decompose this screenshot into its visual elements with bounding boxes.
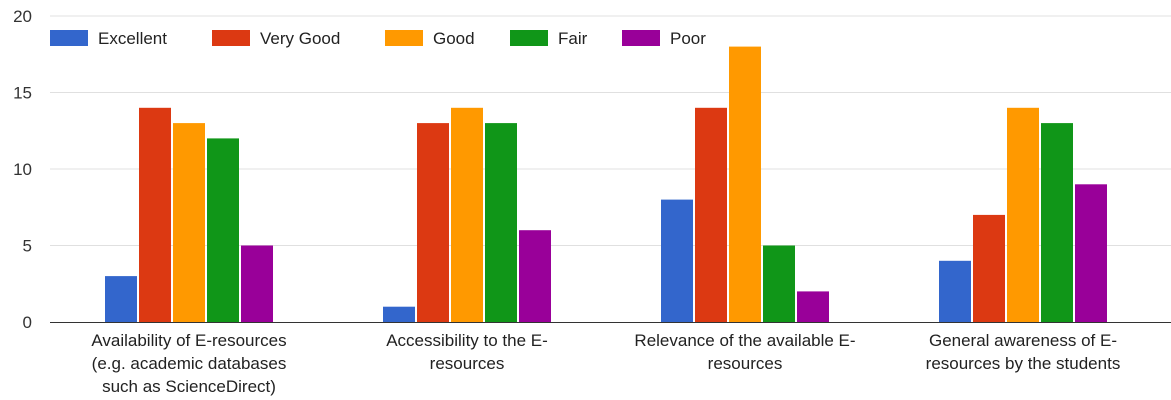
x-category-label: Relevance of the available E-resources xyxy=(634,331,855,373)
x-category-label-line: resources xyxy=(430,354,505,373)
x-category-label: General awareness of E-resources by the … xyxy=(926,331,1121,373)
y-axis-ticks: 0 5 10 15 20 xyxy=(13,7,32,332)
bar-good xyxy=(451,107,483,322)
bar-fair xyxy=(207,138,239,322)
legend-swatch xyxy=(212,30,250,46)
x-category-label-line: resources by the students xyxy=(926,354,1121,373)
x-category-label-line: resources xyxy=(708,354,783,373)
x-category-label: Availability of E-resources (e.g. academi… xyxy=(91,331,286,396)
bar-poor xyxy=(519,230,551,322)
bar-good xyxy=(729,46,761,322)
x-category-label-line: General awareness of E- xyxy=(929,331,1117,350)
legend-label: Fair xyxy=(558,29,588,48)
x-axis-categories: Availability of E-resources (e.g. academi… xyxy=(91,331,1120,396)
x-category-label-line: Availability of E-resources xyxy=(91,331,286,350)
bar-fair xyxy=(485,123,517,322)
legend-swatch xyxy=(622,30,660,46)
bar-poor xyxy=(241,245,273,322)
x-category-label-line: such as ScienceDirect) xyxy=(102,377,276,396)
bar-very-good xyxy=(695,107,727,322)
bar-poor xyxy=(1075,184,1107,322)
legend-label: Excellent xyxy=(98,29,167,48)
legend-swatch xyxy=(385,30,423,46)
x-category-label-line: (e.g. academic databases xyxy=(92,354,287,373)
bar-very-good xyxy=(139,107,171,322)
bar-excellent xyxy=(383,306,415,322)
legend-swatch xyxy=(50,30,88,46)
legend-swatch xyxy=(510,30,548,46)
bars xyxy=(105,46,1107,322)
legend-label: Very Good xyxy=(260,29,340,48)
legend-label: Poor xyxy=(670,29,706,48)
y-tick-label: 20 xyxy=(13,7,32,26)
x-category-label: Accessibility to the E-resources xyxy=(386,331,548,373)
legend-label: Good xyxy=(433,29,475,48)
y-tick-label: 10 xyxy=(13,160,32,179)
legend: Excellent Very Good Good Fair Poor xyxy=(50,29,706,48)
bar-excellent xyxy=(661,199,693,322)
y-tick-label: 5 xyxy=(23,237,32,256)
x-category-label-line: Relevance of the available E- xyxy=(634,331,855,350)
bar-excellent xyxy=(939,260,971,322)
bar-good xyxy=(173,123,205,322)
y-tick-label: 15 xyxy=(13,84,32,103)
bar-fair xyxy=(1041,123,1073,322)
bar-poor xyxy=(797,291,829,322)
bar-very-good xyxy=(973,214,1005,322)
x-category-label-line: Accessibility to the E- xyxy=(386,331,548,350)
bar-excellent xyxy=(105,276,137,322)
bar-good xyxy=(1007,107,1039,322)
y-tick-label: 0 xyxy=(23,313,32,332)
bar-very-good xyxy=(417,123,449,322)
bar-fair xyxy=(763,245,795,322)
